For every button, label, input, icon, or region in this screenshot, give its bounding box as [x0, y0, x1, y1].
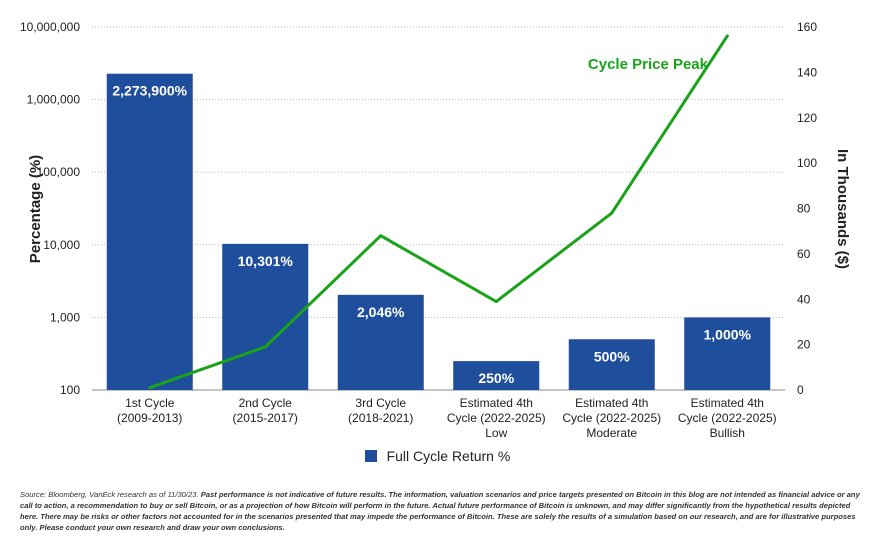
y-axis-title: Percentage (%)	[27, 155, 44, 263]
bar	[106, 73, 193, 391]
y2-tick-label: 20	[797, 338, 811, 352]
x-tick-label: (2009-2013)	[117, 411, 182, 425]
x-tick-label: 2nd Cycle	[239, 396, 293, 410]
legend: Full Cycle Return %	[0, 448, 875, 464]
price-peak-point	[494, 300, 498, 304]
y2-tick-label: 140	[797, 65, 817, 79]
source-note: Source: Bloomberg, VanEck research as of…	[20, 489, 865, 533]
y2-tick-label: 80	[797, 202, 811, 216]
x-tick-label: Cycle (2022-2025)	[678, 411, 777, 425]
bar-value-label: 1,000%	[704, 326, 752, 342]
y2-tick-label: 0	[797, 383, 804, 397]
bar	[222, 243, 309, 390]
y-tick-label: 1,000,000	[27, 93, 81, 107]
y2-tick-label: 100	[797, 156, 817, 170]
x-tick-label: Moderate	[586, 426, 637, 440]
price-peak-line	[148, 34, 729, 390]
x-tick-label: Estimated 4th	[691, 396, 764, 410]
y2-tick-label: 120	[797, 111, 817, 125]
x-tick-label: Low	[485, 426, 507, 440]
x-tick-label: Cycle (2022-2025)	[562, 411, 661, 425]
y-tick-label: 10,000,000	[20, 20, 80, 34]
price-peak-point	[610, 211, 614, 215]
bar-value-label: 10,301%	[238, 253, 294, 269]
y2-tick-label: 60	[797, 247, 811, 261]
price-peak-point	[148, 386, 152, 390]
x-tick-label: 1st Cycle	[125, 396, 175, 410]
x-tick-label: Estimated 4th	[460, 396, 533, 410]
price-peak-point	[379, 234, 383, 238]
bar-value-label: 500%	[594, 348, 630, 364]
y-tick-label: 10,000	[43, 238, 80, 252]
y-tick-label: 100	[60, 383, 80, 397]
price-peak-point	[263, 345, 267, 349]
x-tick-label: (2015-2017)	[233, 411, 298, 425]
bar-value-label: 250%	[478, 370, 514, 386]
disclaimer: Past performance is not indicative of fu…	[20, 490, 860, 532]
bar-value-label: 2,046%	[357, 304, 405, 320]
bar	[337, 294, 424, 390]
x-tick-label: 3rd Cycle	[355, 396, 406, 410]
y-tick-label: 100,000	[37, 165, 81, 179]
legend-label: Full Cycle Return %	[386, 448, 511, 464]
legend-swatch-bar	[364, 450, 377, 462]
y-tick-label: 1,000	[50, 310, 80, 324]
bar	[568, 339, 655, 390]
x-tick-label: Bullish	[710, 426, 745, 440]
y2-axis-title: In Thousands ($)	[834, 149, 851, 269]
line-series-label: Cycle Price Peak	[588, 56, 709, 73]
source-lead: Source: Bloomberg, VanEck research as of…	[20, 490, 199, 499]
bar	[453, 361, 540, 390]
x-tick-label: Estimated 4th	[575, 396, 648, 410]
bar	[684, 317, 771, 390]
price-peak-point	[725, 34, 729, 38]
bar-value-label: 2,273,900%	[112, 83, 187, 99]
x-tick-label: (2018-2021)	[348, 411, 413, 425]
y2-tick-label: 40	[797, 292, 811, 306]
x-tick-label: Cycle (2022-2025)	[447, 411, 546, 425]
y2-tick-label: 160	[797, 20, 817, 34]
